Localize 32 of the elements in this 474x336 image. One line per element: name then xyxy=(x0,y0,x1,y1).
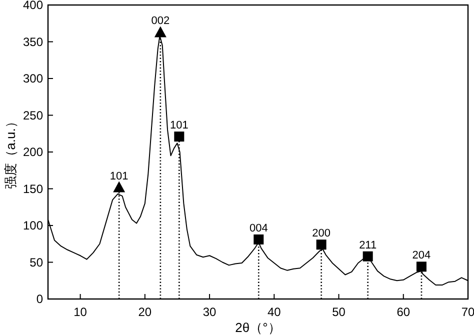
point xyxy=(316,240,326,250)
annotation: 101 xyxy=(110,170,128,182)
point xyxy=(113,181,126,192)
annotation: 200 xyxy=(312,228,331,240)
x-tick-label: 30 xyxy=(202,305,217,319)
point xyxy=(154,26,166,38)
x-tick-label: 40 xyxy=(267,305,282,319)
annotation: 101 xyxy=(170,120,188,132)
point xyxy=(416,262,426,272)
y-tick-label: 50 xyxy=(30,255,44,270)
y-axis-title: 强度（a.u.） xyxy=(3,115,18,189)
y-tick-label: 400 xyxy=(22,0,44,12)
y-tick-label: 300 xyxy=(22,72,44,86)
point xyxy=(254,234,264,244)
y-tick-label: 200 xyxy=(22,145,44,159)
x-tick-label: 50 xyxy=(332,305,346,319)
y-tick-label: 0 xyxy=(36,292,44,306)
point xyxy=(362,251,373,262)
annotation: 211 xyxy=(359,239,377,252)
x-tick-label: 60 xyxy=(396,305,410,319)
annotation: 004 xyxy=(249,222,268,234)
x-axis-title: 2θ（°） xyxy=(235,320,281,335)
x-tick-label: 70 xyxy=(461,305,474,319)
x-tick-label: 10 xyxy=(74,305,88,319)
x-tick-label: 20 xyxy=(138,305,152,319)
y-tick-label: 100 xyxy=(22,218,44,232)
y-tick-label: 250 xyxy=(22,108,44,122)
y-tick-label: 350 xyxy=(22,34,44,49)
annotation: 002 xyxy=(151,15,170,28)
annotation: 204 xyxy=(412,250,431,262)
y-tick-label: 150 xyxy=(22,182,44,196)
point xyxy=(174,132,184,142)
